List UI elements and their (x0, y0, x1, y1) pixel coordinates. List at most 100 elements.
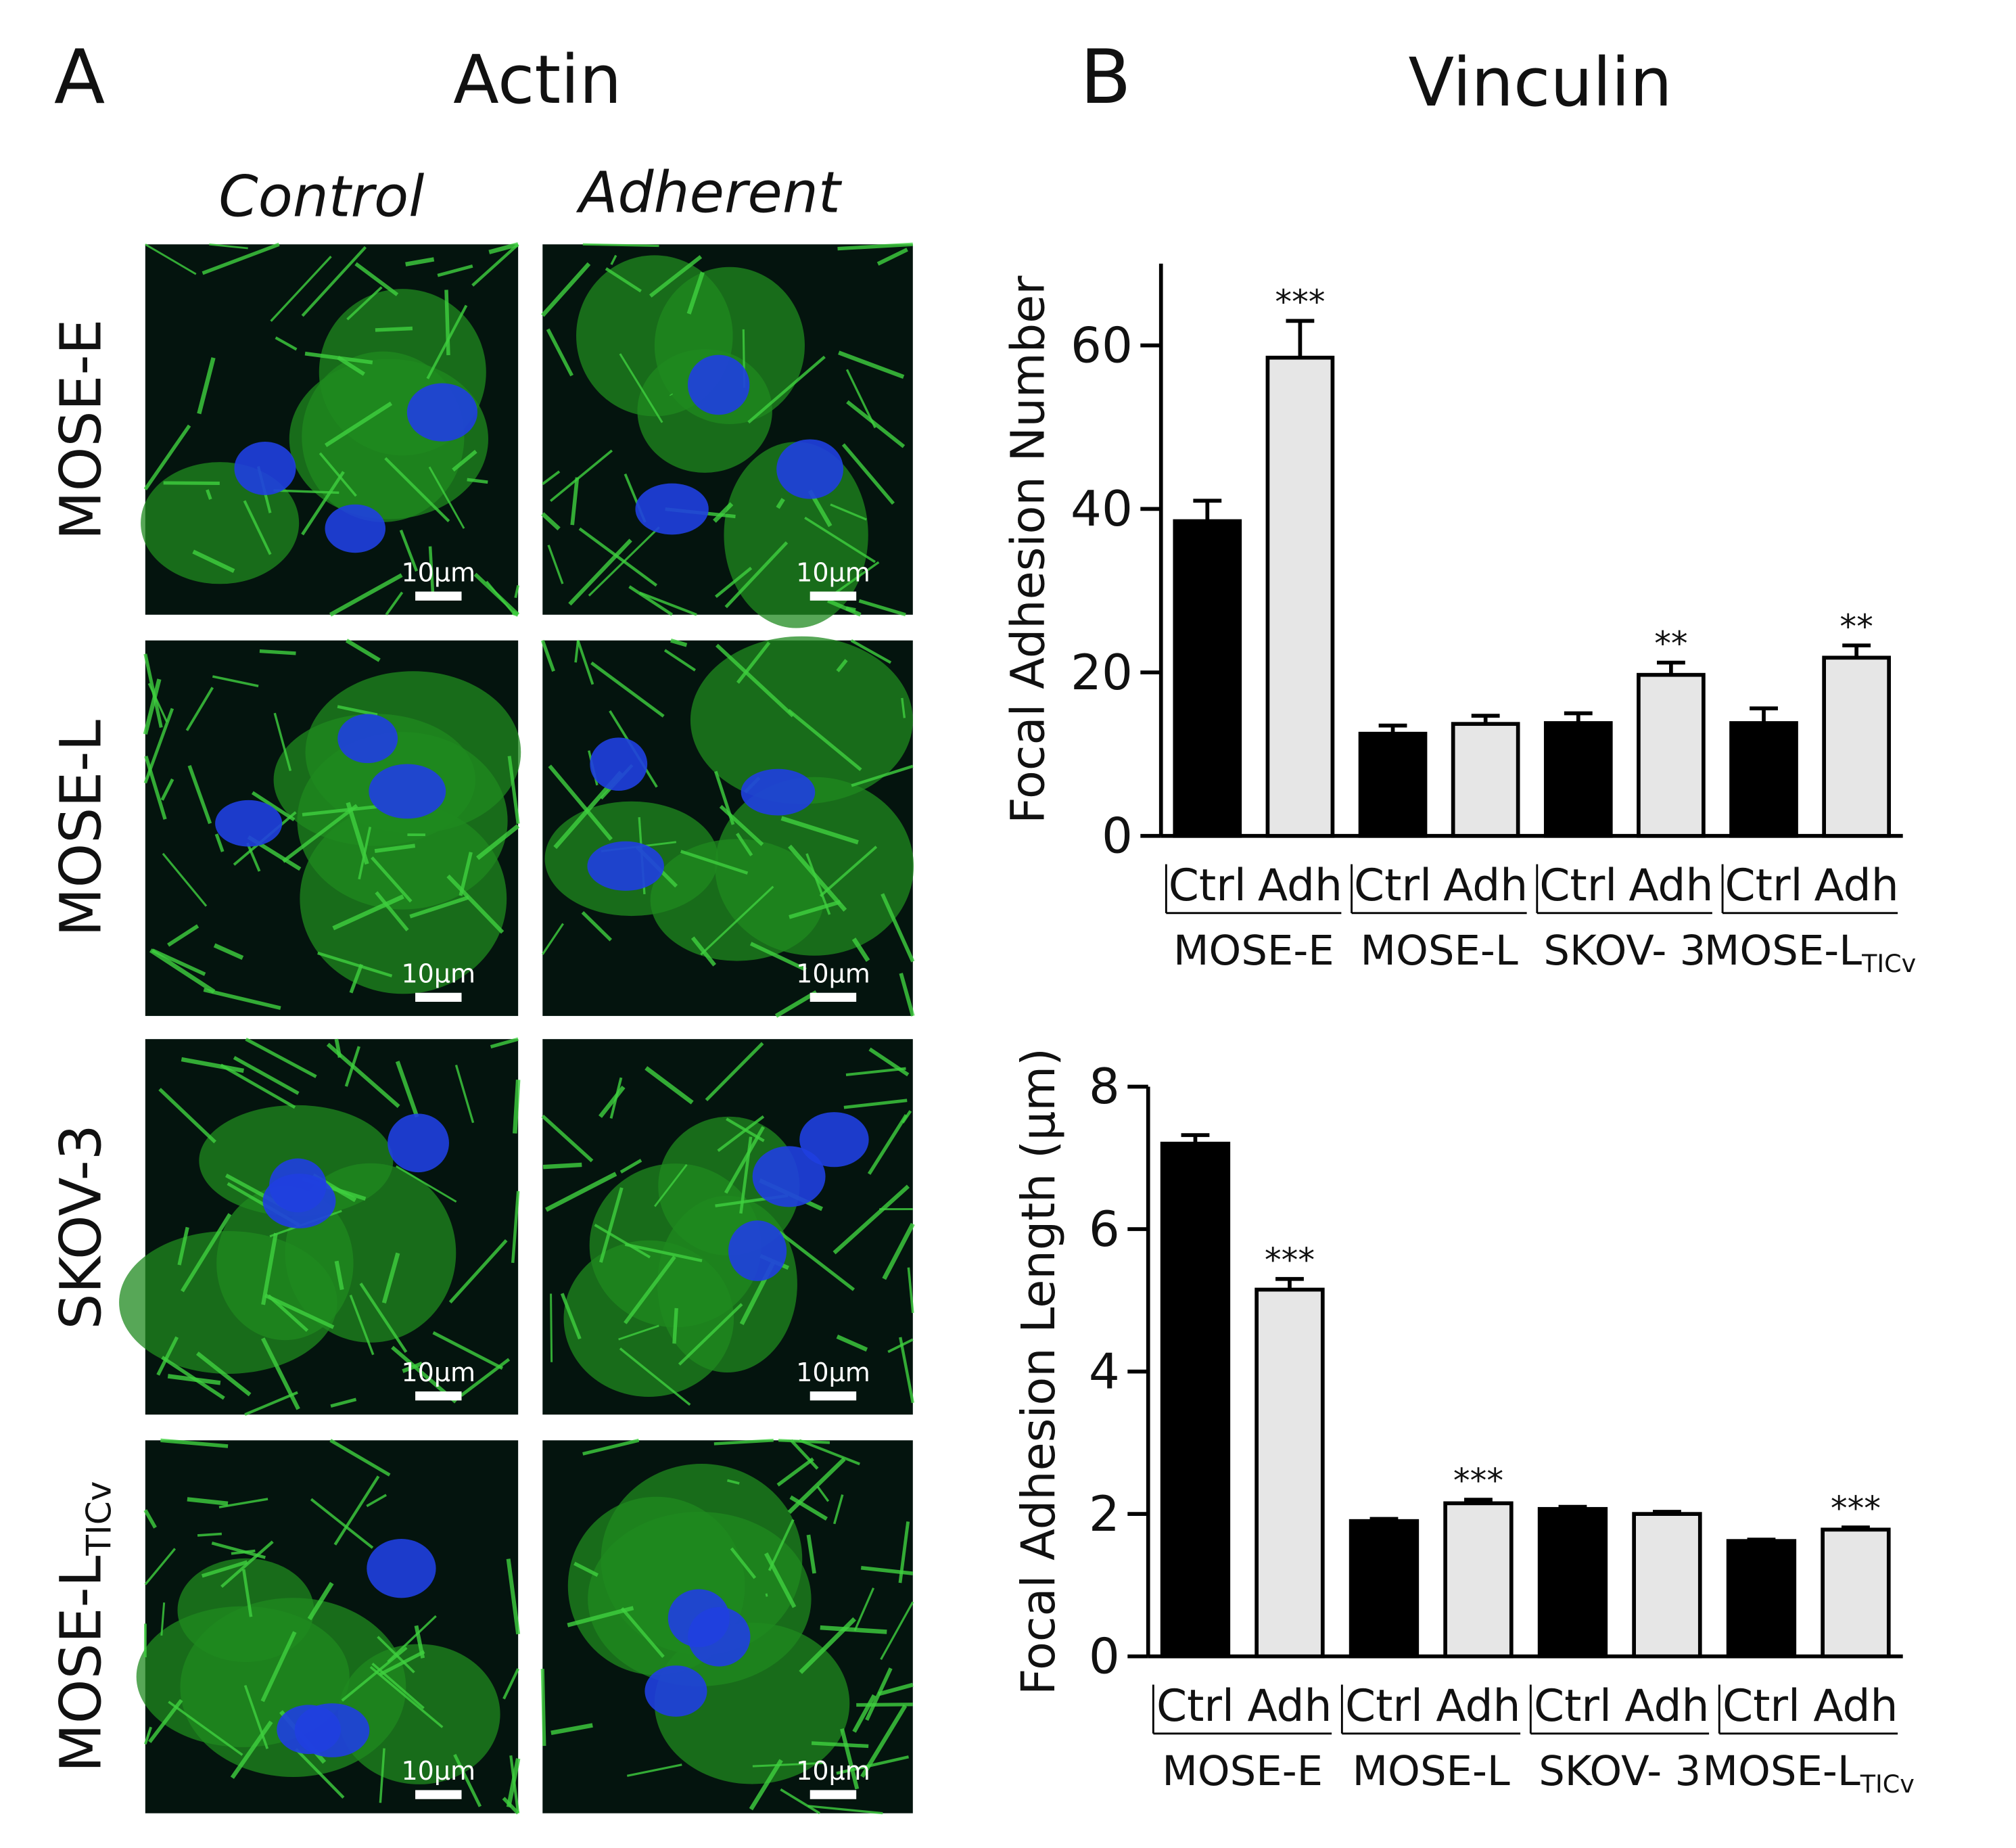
bar (1160, 1141, 1231, 1659)
actin-fiber (261, 1232, 278, 1306)
x-tick-label: Adh (1624, 1681, 1709, 1732)
actin-fiber (790, 1439, 819, 1470)
scale-bar-label: 10µm (401, 959, 475, 989)
actin-fiber (700, 885, 774, 956)
actin-fiber (749, 1759, 783, 1811)
actin-fiber (233, 1056, 300, 1095)
y-tick-label: 0 (1089, 1628, 1120, 1685)
actin-fiber (778, 1230, 855, 1291)
panel-letter: A (54, 34, 105, 121)
actin-fiber (649, 255, 703, 298)
group-label-main: MOSE-E (1162, 1748, 1323, 1795)
actin-fiber (816, 1485, 830, 1502)
actin-fiber (547, 545, 564, 584)
actin-fiber (381, 1252, 400, 1304)
actin-fiber (156, 1336, 179, 1376)
actin-fiber (402, 1362, 423, 1373)
actin-fiber (590, 662, 665, 718)
group-label: MOSE-LTICv (1702, 1748, 1914, 1799)
actin-fiber (160, 1438, 229, 1448)
actin-fiber (843, 1099, 908, 1109)
actin-fiber (334, 1260, 344, 1291)
actin-fiber (202, 242, 280, 275)
row-label-main: MOSE-L (47, 720, 114, 937)
actin-fiber (374, 844, 416, 854)
y-tick-label: 4 (1089, 1343, 1120, 1400)
group-label-subscript: TICv (1860, 1770, 1915, 1799)
y-tick-label: 20 (1071, 645, 1133, 701)
actin-fiber (143, 1726, 153, 1745)
row-label: MOSE-E (47, 319, 114, 540)
x-tick-label: Ctrl (1725, 860, 1803, 911)
actin-fiber (282, 804, 358, 863)
actin-fiber (346, 802, 369, 865)
y-tick-label: 0 (1102, 808, 1133, 864)
actin-fiber (511, 1191, 520, 1264)
actin-fiber (541, 512, 561, 531)
scale-bar-label: 10µm (796, 959, 870, 989)
actin-fiber (726, 1479, 740, 1485)
group-label-main: SKOV- 3 (1543, 927, 1706, 975)
actin-fiber (841, 443, 895, 505)
actin-fiber (201, 1560, 248, 1578)
actin-fiber (399, 529, 419, 572)
actin-fiber (245, 1037, 317, 1078)
actin-fiber (581, 911, 613, 942)
actin-fiber (618, 1324, 659, 1341)
actin-fiber (220, 1063, 296, 1109)
actin-fiber (898, 1521, 910, 1584)
axis-title: Focal Adhesion Length (µm) (1012, 1048, 1066, 1695)
actin-fiber (853, 1587, 875, 1632)
actin-fiber (776, 498, 785, 509)
actin-fiber (838, 350, 905, 379)
actin-fiber (624, 1255, 676, 1324)
actin-fiber (145, 243, 197, 275)
group-label: SKOV- 3 (1543, 927, 1706, 975)
actin-fiber (865, 1667, 893, 1721)
actin-fiber (243, 1684, 269, 1749)
actin-fiber (830, 503, 867, 521)
actin-fiber (203, 988, 281, 1011)
actin-fiber (845, 1067, 906, 1076)
actin-fiber (830, 561, 880, 597)
column-label: Adherent (576, 160, 843, 226)
micrograph: 10µm (540, 1438, 914, 1815)
actin-fiber (432, 1331, 504, 1370)
x-tick-label: Ctrl (1156, 1681, 1234, 1732)
actin-fiber (310, 1498, 374, 1549)
scale-bar-label: 10µm (796, 1358, 870, 1387)
row-label: MOSE-L (47, 720, 114, 937)
actin-fiber (395, 1061, 419, 1118)
group-label: MOSE-E (1162, 1748, 1323, 1795)
actin-fiber (680, 850, 749, 875)
actin-fiber (212, 675, 259, 688)
actin-fiber (270, 256, 332, 322)
actin-fiber (774, 990, 818, 1018)
nucleus (294, 1703, 370, 1757)
actin-fiber (787, 709, 862, 771)
scale-bar (415, 1790, 462, 1799)
nucleus (406, 383, 477, 442)
actin-fiber (151, 948, 206, 976)
group-label-main: MOSE-L (1360, 927, 1518, 975)
actin-fiber (502, 1668, 519, 1700)
actin-fiber (488, 242, 519, 254)
actin-fiber (214, 833, 225, 852)
scale-bar-label: 10µm (401, 557, 475, 587)
cell-body (216, 1186, 354, 1341)
actin-fiber (736, 641, 771, 684)
panel-title: Actin (453, 41, 622, 119)
actin-fiber (550, 1723, 593, 1736)
actin-fiber (639, 591, 697, 616)
actin-fiber (550, 1293, 553, 1362)
cell-body (654, 1622, 850, 1784)
y-tick-label: 6 (1089, 1201, 1120, 1258)
group-label-subscript: TICv (1861, 949, 1916, 978)
row-label-subscript: TICv (78, 1481, 118, 1556)
actin-fiber (573, 1561, 599, 1577)
actin-fiber (541, 1114, 594, 1163)
actin-fiber (379, 1650, 425, 1676)
actin-fiber (206, 489, 212, 500)
actin-fiber (385, 591, 404, 616)
bar (1637, 672, 1706, 838)
